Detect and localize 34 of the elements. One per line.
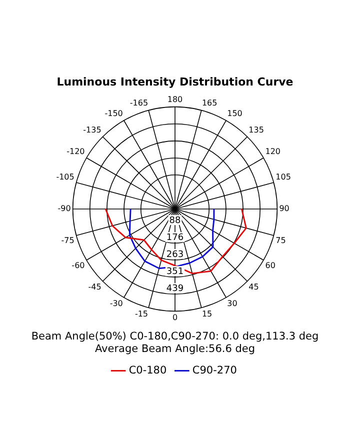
spoke-label: 45	[248, 282, 259, 292]
legend-label: C0-180	[128, 364, 167, 376]
spoke-label: 60	[265, 260, 276, 270]
legend-label: C90-270	[192, 364, 237, 376]
spoke-label: -75	[61, 236, 74, 245]
y-tick-label: 88	[169, 216, 181, 226]
spoke-label: 0	[172, 313, 178, 322]
spoke-label: -90	[58, 204, 71, 214]
text: Average Beam Angle:56.6 deg	[94, 342, 256, 355]
spoke-label: -135	[83, 126, 102, 135]
spoke-label: -60	[72, 260, 85, 270]
spoke-label: 30	[227, 299, 238, 308]
spoke-label: 105	[276, 172, 291, 182]
spoke-label: -45	[88, 282, 102, 292]
y-tick-label: 176	[166, 232, 184, 243]
y-tick-label: 439	[166, 284, 184, 294]
text: Beam Angle(50%) C0-180,C90-270: 0.0 deg,113.3 deg	[31, 330, 319, 342]
spoke-label: -165	[130, 98, 148, 108]
spoke-label: -15	[134, 310, 148, 319]
y-tick-label: 263	[166, 250, 184, 260]
spoke-label: -30	[110, 299, 123, 308]
spoke-label: 180	[167, 95, 183, 104]
spoke-label: 15	[202, 310, 212, 319]
spoke-label: 150	[227, 109, 242, 118]
spoke-label: 75	[276, 236, 286, 245]
spoke-label: 120	[265, 147, 281, 156]
chart-title: Luminous Intensity Distribution Curve	[56, 75, 294, 88]
spoke-label: 135	[248, 126, 264, 135]
spoke-label: 90	[279, 204, 290, 214]
spoke-label: -150	[104, 109, 123, 118]
spoke-label: -105	[56, 172, 74, 182]
y-tick-label: 351	[166, 266, 184, 277]
spoke-label: 165	[202, 98, 218, 108]
spoke-label: -120	[66, 147, 85, 156]
